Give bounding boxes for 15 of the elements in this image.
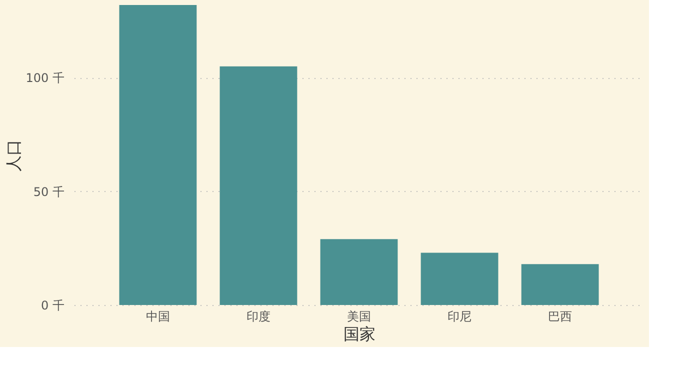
y-tick-label: 0 千 <box>41 298 64 312</box>
x-tick-label: 中国 <box>146 310 170 324</box>
x-tick-label: 美国 <box>347 310 371 324</box>
bar <box>420 252 498 305</box>
x-tick-label: 印度 <box>246 310 270 324</box>
y-axis-title: 人口 <box>4 140 23 172</box>
bar <box>119 5 197 305</box>
bar <box>320 239 398 305</box>
y-tick-label: 100 千 <box>26 71 64 86</box>
bar <box>521 264 599 305</box>
bar <box>220 66 298 305</box>
y-tick-label: 50 千 <box>33 184 64 199</box>
x-tick-label: 印尼 <box>448 310 472 324</box>
x-tick-label: 巴西 <box>548 310 572 324</box>
x-axis-title: 国家 <box>344 324 376 344</box>
